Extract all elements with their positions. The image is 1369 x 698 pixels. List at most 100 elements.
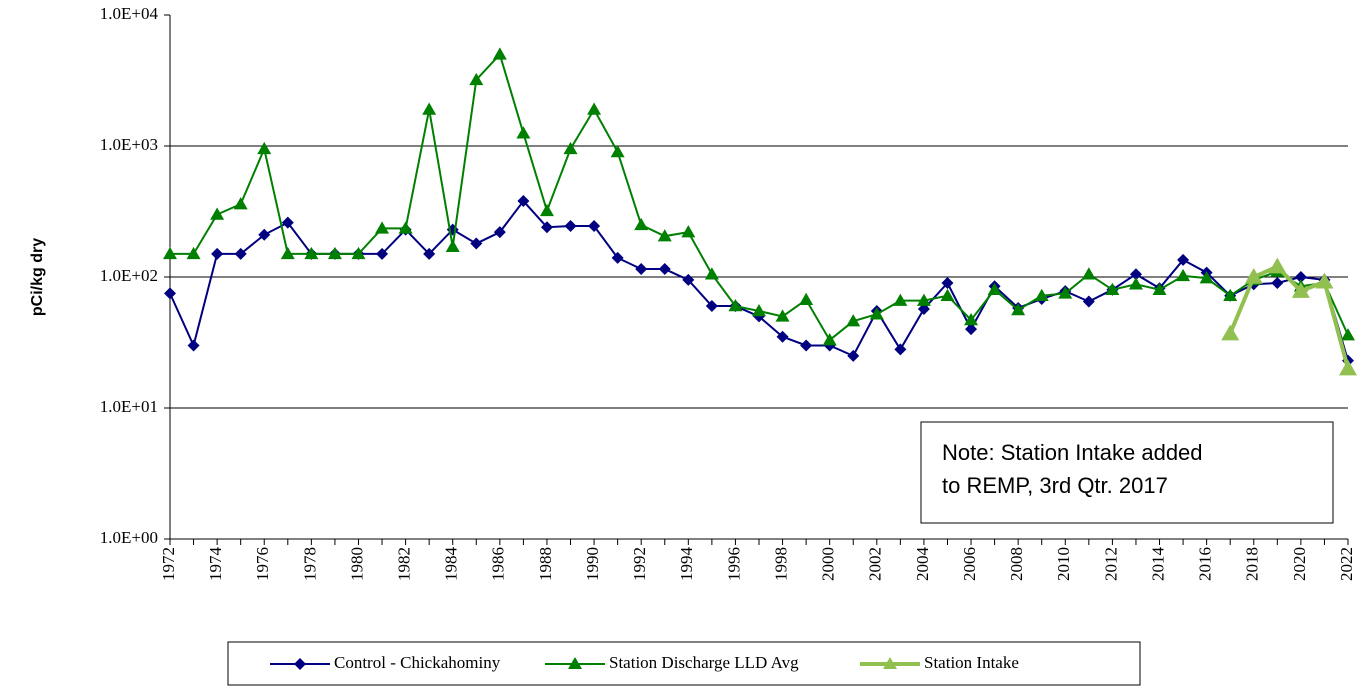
data-point [423, 247, 436, 260]
x-tick-label: 2016 [1196, 547, 1215, 581]
data-point [1058, 286, 1073, 299]
x-tick-label: 1990 [583, 547, 602, 581]
data-point [588, 220, 601, 233]
x-tick-label: 1982 [395, 547, 414, 581]
data-point [1199, 271, 1214, 284]
data-point [635, 263, 648, 276]
data-point [987, 282, 1002, 295]
data-point [280, 246, 295, 260]
data-point [775, 309, 790, 322]
data-point [776, 330, 789, 343]
data-point [1341, 328, 1355, 341]
data-point [587, 102, 602, 115]
data-point [1176, 268, 1191, 282]
data-point [187, 339, 200, 352]
data-point [800, 339, 813, 352]
data-point [1105, 282, 1120, 295]
data-point [681, 225, 696, 238]
data-point [563, 141, 578, 155]
x-tick-label: 1976 [253, 547, 272, 581]
data-point [422, 102, 437, 115]
series-line [169, 199, 1349, 361]
data-point [1177, 253, 1190, 266]
annotation: Note: Station Intake added [942, 440, 1203, 465]
data-point [539, 203, 554, 217]
data-point [516, 126, 531, 139]
annotation-box [920, 421, 1334, 524]
data-point [493, 226, 506, 239]
data-point [1011, 302, 1026, 316]
data-point [351, 246, 366, 260]
x-tick-label: 2020 [1290, 547, 1309, 581]
data-point [517, 195, 530, 208]
data-point [164, 287, 176, 300]
data-point [705, 300, 718, 313]
x-tick-label: 2012 [1101, 547, 1120, 581]
data-point [1221, 324, 1240, 341]
data-point [540, 221, 553, 234]
data-point [376, 247, 389, 260]
x-tick-label: 1988 [536, 547, 555, 581]
data-point [869, 307, 884, 320]
legend-box [227, 641, 1141, 686]
x-tick-label: 2000 [819, 547, 838, 581]
x-tick-label: 2004 [913, 547, 932, 582]
legend-label: Control - Chickahominy [334, 653, 501, 672]
data-point [304, 246, 319, 260]
annotation: to REMP, 3rd Qtr. 2017 [942, 473, 1168, 498]
data-point [799, 292, 814, 306]
data-point [1082, 295, 1095, 308]
y-tick-label: 1.0E+03 [100, 135, 158, 154]
x-tick-label: 1978 [300, 547, 319, 581]
data-point [211, 247, 224, 260]
data-point [916, 293, 931, 306]
data-point [704, 267, 719, 280]
data-point [1152, 282, 1167, 295]
data-point [1128, 277, 1143, 290]
data-point [1294, 271, 1307, 283]
data-point [917, 302, 930, 315]
data-point [964, 312, 979, 326]
y-tick-label: 1.0E+04 [100, 4, 159, 23]
y-axis-label: pCi/kg dry [29, 238, 46, 316]
series-line [170, 52, 1349, 342]
data-point [492, 47, 507, 60]
data-point [941, 276, 954, 289]
data-point [847, 349, 860, 362]
legend-label: Station Discharge LLD Avg [609, 653, 799, 672]
x-tick-label: 1984 [442, 547, 461, 582]
data-point [1268, 257, 1287, 274]
data-point [728, 299, 743, 312]
data-point [445, 239, 460, 253]
data-point [611, 251, 624, 264]
x-tick-label: 1980 [347, 547, 366, 581]
data-point [822, 333, 837, 346]
data-point [186, 246, 201, 260]
data-point [1315, 272, 1334, 289]
data-point [234, 247, 247, 260]
data-point [564, 220, 577, 233]
legend-marker [568, 657, 582, 669]
data-point [1081, 267, 1096, 280]
y-tick-label: 1.0E+02 [100, 266, 158, 285]
data-point [375, 221, 390, 234]
x-tick-label: 1996 [724, 547, 743, 581]
data-point [1271, 276, 1284, 289]
data-point [1223, 288, 1238, 301]
data-point [163, 246, 177, 260]
legend-label: Station Intake [924, 653, 1019, 672]
data-point [657, 229, 672, 242]
x-tick-label: 2022 [1337, 547, 1356, 581]
y-tick-label: 1.0E+00 [100, 528, 158, 547]
x-tick-label: 2002 [866, 547, 885, 581]
legend-marker [294, 658, 306, 670]
data-point [1129, 268, 1142, 281]
data-point [846, 314, 861, 327]
y-tick-label: 1.0E+01 [100, 397, 158, 416]
x-tick-label: 2006 [960, 547, 979, 581]
series-line [1228, 264, 1350, 370]
data-point [327, 246, 342, 260]
data-point [893, 293, 908, 306]
